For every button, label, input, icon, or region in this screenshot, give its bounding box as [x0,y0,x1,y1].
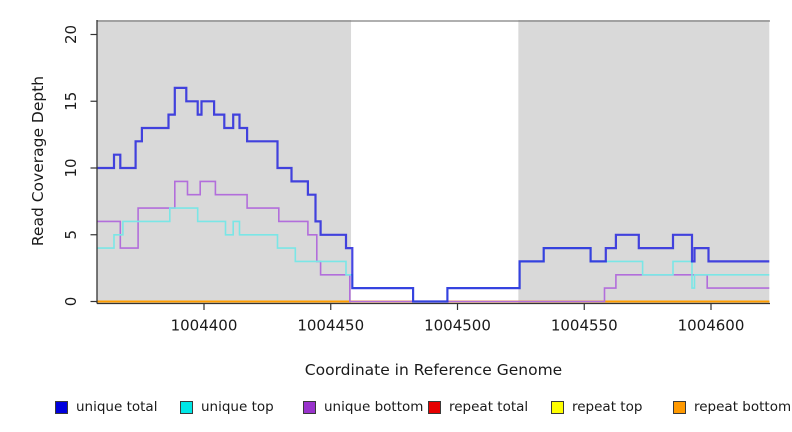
legend-label-unique-top: unique top [201,399,274,415]
legend-item-unique-top: unique top [180,399,274,415]
y-tick-label: 5 [62,230,80,240]
series-line-unique-total [97,86,770,303]
y-tick-label: 10 [62,158,80,177]
x-tick-label: 1004500 [424,317,491,335]
x-axis-label: Coordinate in Reference Genome [304,361,563,379]
x-tick-label: 1004400 [171,317,238,335]
legend-item-unique-total: unique total [55,399,157,415]
legend-swatch-repeat-bottom [673,400,686,414]
series-line-unique-bottom [97,180,770,303]
x-tick-label: 1004600 [678,317,745,335]
x-tick-label: 1004550 [551,317,618,335]
x-tick-label: 1004450 [297,317,364,335]
y-axis-label: Read Coverage Depth [29,75,47,247]
legend-label-repeat-total: repeat total [449,399,529,415]
y-axis: 0 5 10 15 20 [62,20,98,307]
legend-item-repeat-top: repeat top [551,399,642,415]
legend-item-repeat-total: repeat total [428,399,528,415]
legend-label-repeat-bottom: repeat bottom [694,399,792,415]
shaded-regions [97,20,770,303]
legend-swatch-repeat-top [551,400,564,414]
x-axis: 1004400 1004450 1004500 1004550 1004600 [97,302,770,335]
series-lines [97,86,770,303]
legend-swatch-unique-top [180,400,193,414]
legend-swatch-unique-total [55,400,68,414]
legend-item-repeat-bottom: repeat bottom [673,399,791,415]
legend-label-unique-bottom: unique bottom [324,399,424,415]
shaded-region [97,20,352,303]
legend-label-repeat-top: repeat top [572,399,643,415]
legend: unique total unique top unique bottom repea… [0,399,792,421]
series-line-unique-top [97,207,770,303]
shaded-region [518,20,770,303]
y-tick-label: 15 [62,92,80,111]
legend-swatch-unique-bottom [303,400,316,414]
legend-item-unique-bottom: unique bottom [303,399,423,415]
legend-label-unique-total: unique total [76,399,158,415]
y-tick-label: 20 [62,25,80,44]
y-tick-label: 0 [62,297,80,307]
legend-swatch-repeat-total [428,400,441,414]
